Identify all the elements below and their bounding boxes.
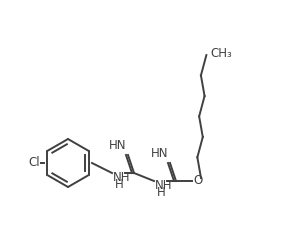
Text: Cl: Cl [28,157,40,169]
Text: NH: NH [113,171,130,184]
Text: NH: NH [155,179,172,192]
Text: CH₃: CH₃ [210,47,232,60]
Text: H: H [157,186,166,199]
Text: HN: HN [108,139,126,152]
Text: H: H [115,178,124,191]
Text: HN: HN [150,147,168,160]
Text: O: O [193,175,202,188]
